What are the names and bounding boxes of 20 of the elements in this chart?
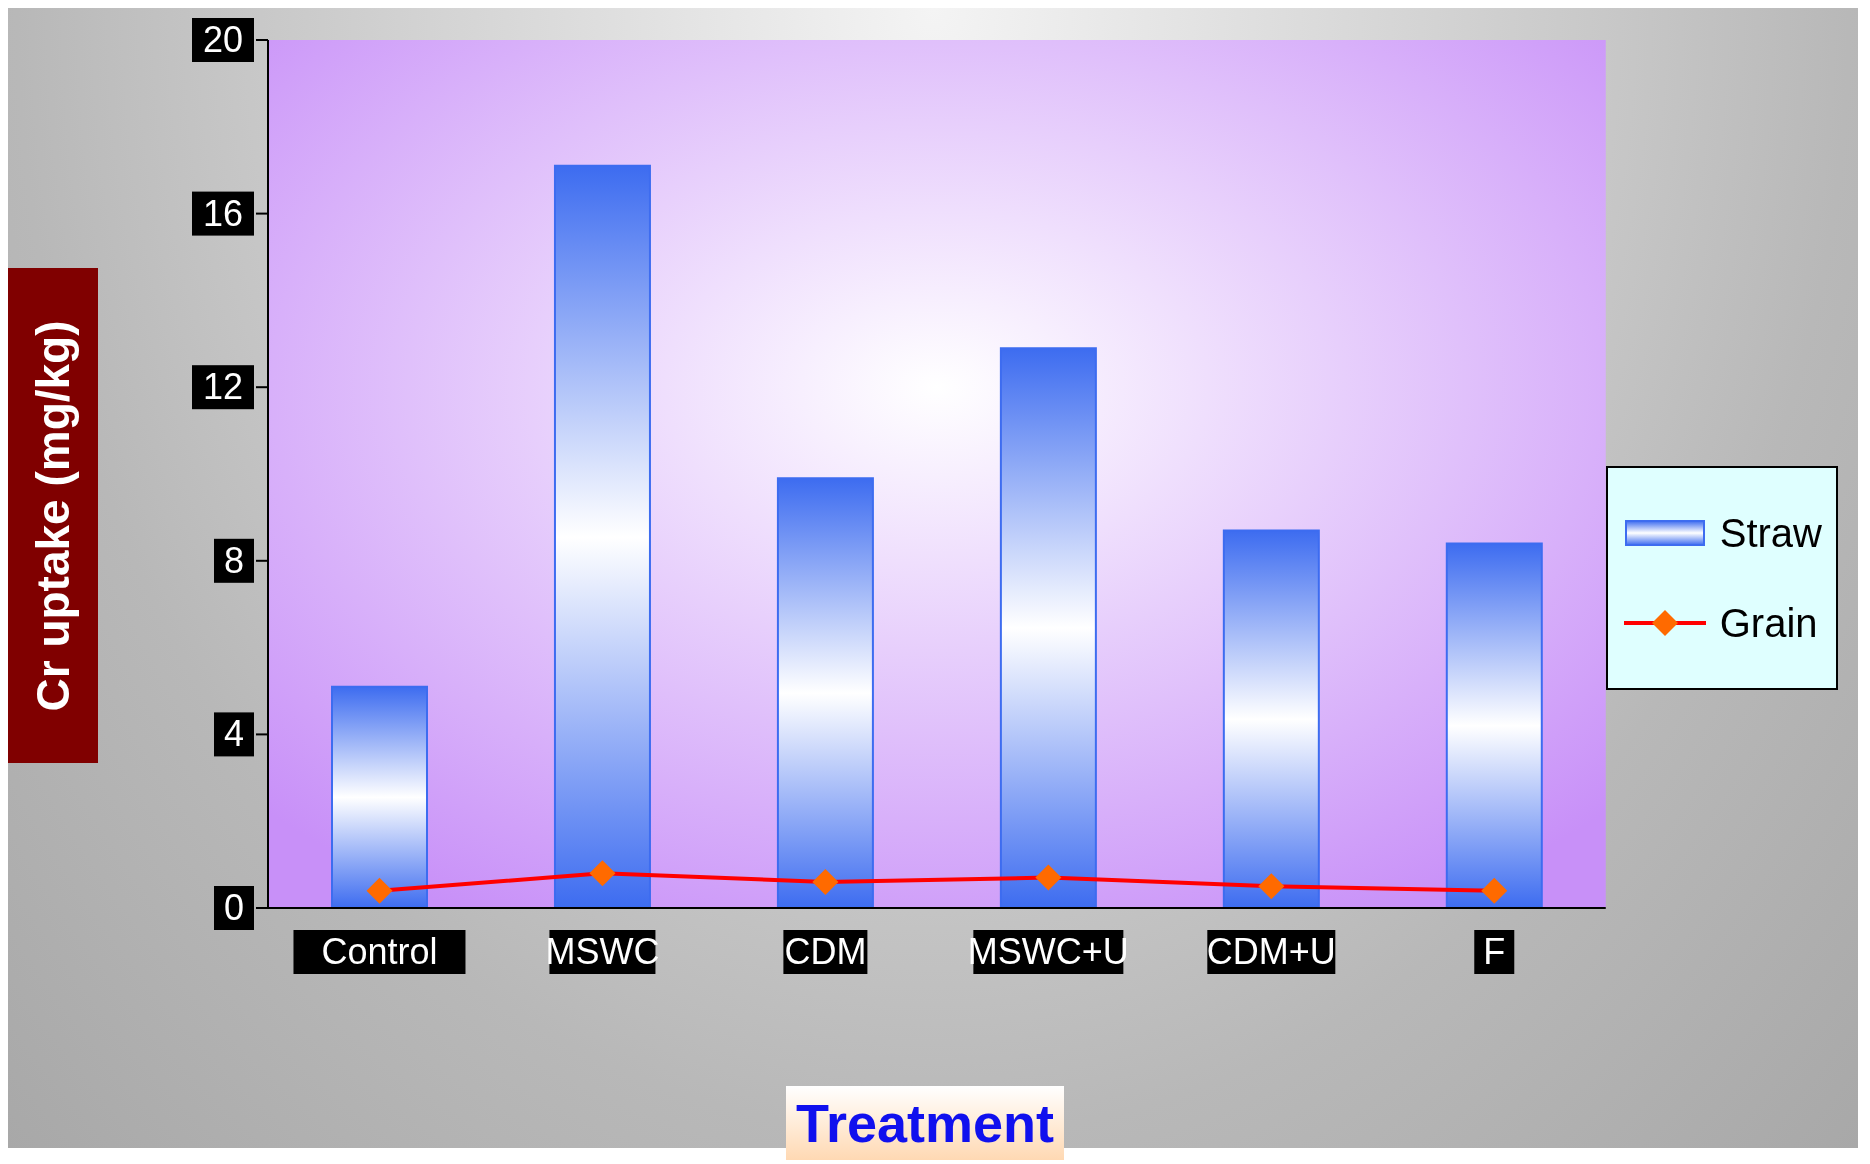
- y-tick-label: 4: [223, 713, 245, 755]
- bar: [1222, 529, 1320, 908]
- legend-label: Straw: [1719, 510, 1822, 556]
- x-tick-label: F: [1483, 931, 1506, 972]
- x-tick-label: CDM+U: [1206, 931, 1336, 972]
- x-tick-label: CDM: [784, 931, 867, 972]
- y-axis-title: Cr uptake (mg/kg): [26, 319, 80, 712]
- x-tick-label: Control: [321, 931, 438, 972]
- y-tick-label: 8: [223, 539, 245, 581]
- y-tick-label: 20: [202, 19, 244, 60]
- bar: [1445, 542, 1543, 908]
- y-tick-label: 12: [202, 366, 244, 408]
- x-axis-title: Treatment: [786, 1086, 1065, 1160]
- bar: [776, 477, 874, 908]
- bar: [999, 347, 1097, 908]
- bar: [331, 685, 428, 908]
- legend-label: Grain: [1719, 600, 1818, 646]
- bar: [553, 164, 651, 908]
- y-tick-label: 16: [202, 192, 244, 234]
- y-tick-label: 0: [223, 887, 245, 928]
